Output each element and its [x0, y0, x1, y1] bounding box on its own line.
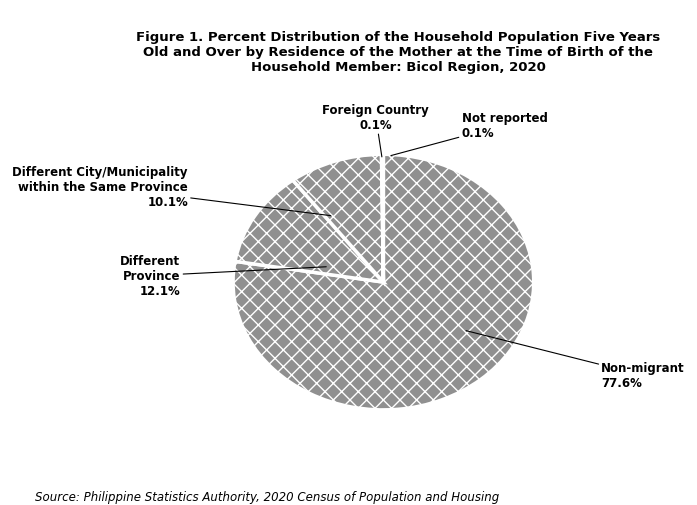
Text: Different
Province
12.1%: Different Province 12.1%: [121, 255, 326, 297]
Text: Not reported
0.1%: Not reported 0.1%: [391, 112, 547, 156]
Text: Source: Philippine Statistics Authority, 2020 Census of Population and Housing: Source: Philippine Statistics Authority,…: [35, 490, 499, 503]
Wedge shape: [233, 155, 534, 410]
Wedge shape: [381, 155, 383, 282]
Wedge shape: [293, 155, 383, 282]
Title: Figure 1. Percent Distribution of the Household Population Five Years
Old and Ov: Figure 1. Percent Distribution of the Ho…: [137, 31, 661, 74]
Wedge shape: [235, 181, 383, 282]
Text: Non-migrant
77.6%: Non-migrant 77.6%: [466, 331, 685, 389]
Text: Different City/Municipality
within the Same Province
10.1%: Different City/Municipality within the S…: [13, 166, 331, 216]
Text: Foreign Country
0.1%: Foreign Country 0.1%: [323, 104, 429, 158]
